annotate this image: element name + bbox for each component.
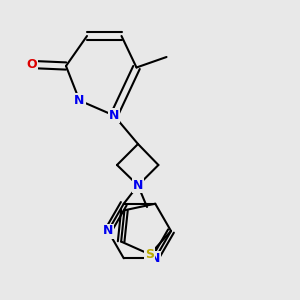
Text: N: N: [109, 109, 119, 122]
Text: S: S: [146, 248, 154, 261]
Text: N: N: [74, 94, 85, 107]
Text: N: N: [133, 179, 143, 192]
Text: N: N: [150, 252, 160, 265]
Text: O: O: [26, 58, 37, 71]
Text: N: N: [103, 224, 113, 238]
